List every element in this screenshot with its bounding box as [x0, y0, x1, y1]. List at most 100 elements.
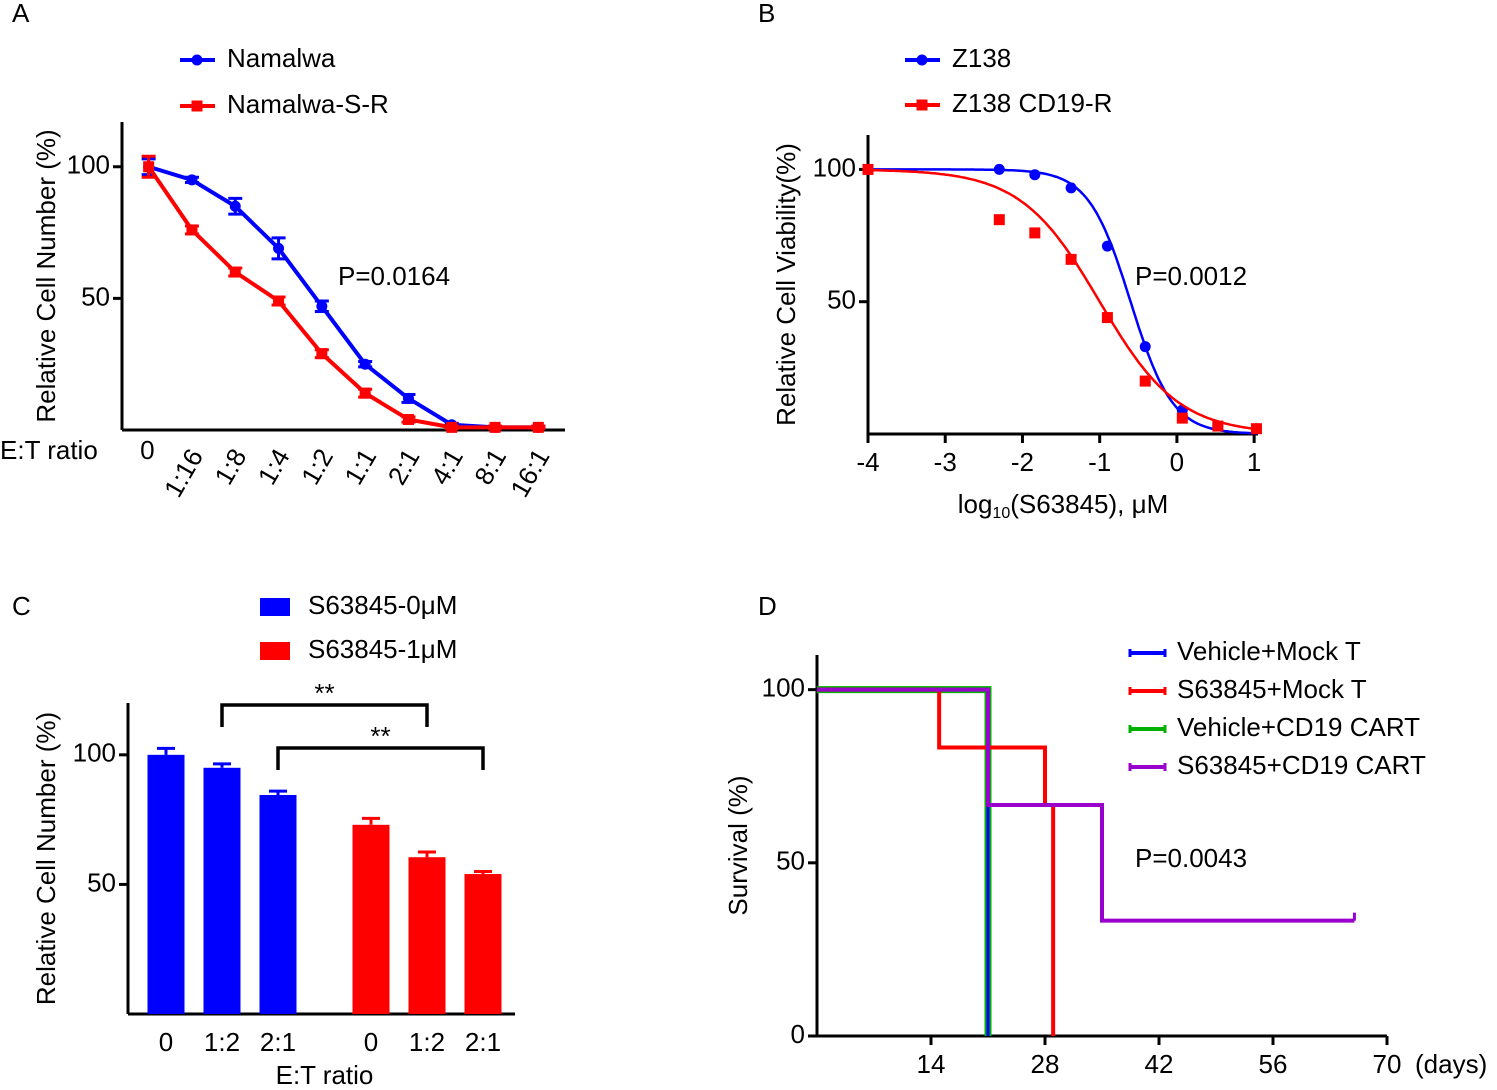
- x-axis-title: log10(S63845), μM: [958, 489, 1169, 522]
- panel-label: B: [758, 0, 775, 28]
- bar: [147, 754, 185, 1014]
- x-tick-label: -4: [856, 447, 879, 477]
- legend-label: S63845+CD19 CART: [1177, 750, 1426, 780]
- marker: [916, 54, 928, 66]
- y-tick-label: 0: [791, 1019, 805, 1049]
- marker: [191, 100, 203, 112]
- marker: [1029, 227, 1041, 239]
- x-tick-label: -3: [934, 447, 957, 477]
- x-axis-title: (days): [1415, 1049, 1487, 1079]
- marker: [402, 413, 414, 425]
- marker: [1212, 420, 1224, 432]
- marker: [316, 300, 328, 312]
- x-tick-label: 1:2: [295, 443, 339, 489]
- y-tick-label: 50: [87, 867, 116, 897]
- y-axis-title: Relative Cell Viability(%): [771, 143, 801, 426]
- survival-line: [817, 686, 992, 1036]
- legend-label: Namalwa: [227, 43, 336, 73]
- x-tick-label: -1: [1088, 447, 1111, 477]
- bar: [464, 874, 502, 1014]
- x-tick-label: 2:1: [465, 1027, 501, 1057]
- error-bar: [418, 850, 436, 858]
- legend-label: S63845-0μM: [308, 590, 457, 620]
- bar: [352, 824, 390, 1014]
- x-tick-label: 28: [1031, 1049, 1060, 1079]
- significance-label: **: [370, 721, 390, 751]
- error-bar: [213, 762, 231, 768]
- x-tick-label: 2:1: [260, 1027, 296, 1057]
- marker: [1101, 240, 1113, 252]
- fit-curve: [867, 168, 1259, 431]
- p-value: P=0.0164: [338, 261, 450, 291]
- error-whisker: [213, 762, 231, 768]
- y-axis-title: Relative Cell Number (%): [31, 129, 61, 422]
- x-tick-label: 16:1: [504, 443, 555, 502]
- marker: [1139, 375, 1151, 387]
- marker: [1065, 182, 1077, 194]
- bar: [203, 767, 241, 1014]
- x-tick-label: 1:2: [409, 1027, 445, 1057]
- error-whisker: [269, 789, 287, 796]
- error-whisker: [362, 816, 380, 825]
- x-tick-label: 1:1: [338, 443, 382, 489]
- x-title-base: log: [958, 489, 993, 519]
- legend-label: Z138: [952, 43, 1011, 73]
- x-axis-title: E:T ratio: [276, 1060, 374, 1090]
- bar: [259, 795, 297, 1014]
- legend-label: S63845-1μM: [308, 634, 457, 664]
- y-tick-label: 100: [73, 738, 116, 768]
- marker: [229, 266, 241, 278]
- y-axis-title: Relative Cell Number (%): [31, 712, 61, 1005]
- x-tick-label: 1:8: [208, 443, 252, 489]
- legend-label: Vehicle+CD19 CART: [1177, 712, 1420, 742]
- marker: [862, 163, 874, 175]
- survival-line: [817, 687, 1056, 1036]
- x-tick-label: 0: [159, 1027, 173, 1057]
- x-tick-label: 42: [1145, 1049, 1174, 1079]
- x-tick-label: 4:1: [425, 443, 469, 489]
- survival-line: [817, 688, 990, 1036]
- x-tick-label: 1:16: [158, 443, 209, 502]
- marker: [402, 392, 414, 404]
- marker: [359, 387, 371, 399]
- marker: [1250, 423, 1262, 435]
- bar: [408, 857, 446, 1014]
- marker: [273, 242, 285, 254]
- marker: [916, 99, 928, 111]
- x-title-rest: (S63845), μM: [1010, 489, 1168, 519]
- x-tick-label: 8:1: [468, 443, 512, 489]
- fit-curve: [868, 168, 1259, 435]
- x-tick-label: 56: [1259, 1049, 1288, 1079]
- significance-bracket: [220, 703, 429, 727]
- error-whisker: [418, 850, 436, 858]
- marker: [446, 421, 458, 433]
- legend-label: Namalwa-S-R: [227, 89, 389, 119]
- p-value: P=0.0012: [1135, 261, 1247, 291]
- marker: [1029, 169, 1041, 181]
- marker: [1065, 253, 1077, 265]
- y-tick-label: 50: [776, 846, 805, 876]
- x-tick-label: 1:2: [204, 1027, 240, 1057]
- legend-label: Z138 CD19-R: [952, 88, 1112, 118]
- error-bar: [157, 746, 175, 755]
- error-whisker: [474, 869, 492, 875]
- marker: [191, 54, 203, 66]
- marker: [993, 214, 1005, 226]
- significance-label: **: [314, 678, 334, 708]
- p-value: P=0.0043: [1135, 843, 1247, 873]
- x-tick-label: 14: [917, 1049, 946, 1079]
- panel-label: C: [12, 591, 31, 621]
- x-tick-label: 2:1: [382, 443, 426, 489]
- panel-label: A: [12, 0, 30, 28]
- x-tick-label: 70: [1373, 1049, 1402, 1079]
- series-line: [148, 164, 539, 430]
- error-bar: [362, 816, 380, 825]
- legend-swatch: [260, 642, 290, 660]
- marker: [186, 174, 198, 186]
- x-tick-label: 0: [140, 435, 154, 465]
- x-axis-title: E:T ratio: [0, 435, 98, 465]
- marker: [186, 224, 198, 236]
- marker: [359, 358, 371, 370]
- marker: [273, 295, 285, 307]
